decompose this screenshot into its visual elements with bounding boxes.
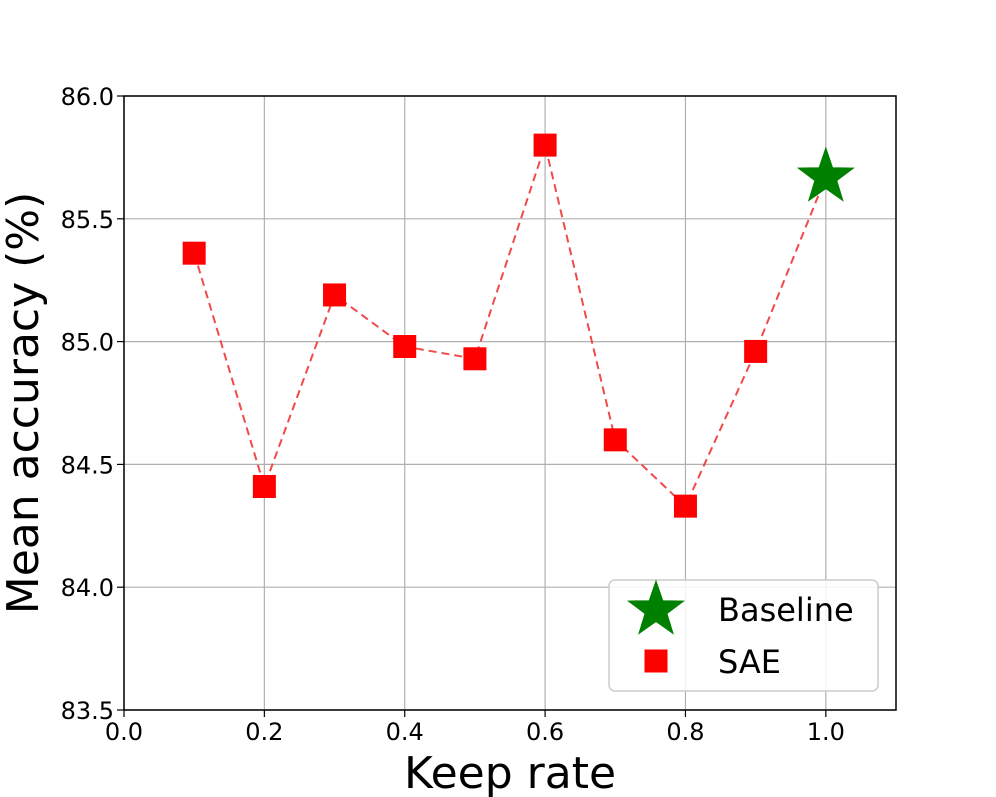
x-tick-label: 1.0 (807, 718, 845, 746)
y-axis-label: Mean accuracy (%) (0, 192, 49, 615)
sae-point (673, 494, 697, 518)
plot-area-frame (123, 95, 897, 711)
sae-point (603, 428, 627, 452)
legend-box (608, 579, 879, 692)
data-markers (182, 133, 855, 518)
sae-point (252, 475, 276, 499)
sae-point (463, 347, 487, 371)
legend-label-baseline: Baseline (718, 591, 854, 629)
y-tick-label: 84.0 (61, 574, 114, 602)
legend-square-marker (644, 649, 668, 673)
axis-ticks: 0.0 0.2 0.4 0.6 0.8 1.0 83.5 84.0 84.5 85.0 85.5 86… (61, 83, 845, 746)
legend-label-sae: SAE (718, 643, 781, 681)
legend-marker-sae (644, 649, 668, 673)
y-tick-label: 85.5 (61, 206, 114, 234)
x-tick-label: 0.8 (666, 718, 704, 746)
y-tick-label: 85.0 (61, 329, 114, 357)
legend-star-marker (626, 579, 686, 635)
baseline-point (796, 146, 855, 202)
y-tick-label: 86.0 (61, 83, 114, 111)
x-tick-label: 0.4 (386, 718, 424, 746)
sae-point (393, 335, 417, 359)
series-line (193, 141, 827, 508)
sae-point (182, 241, 206, 265)
sae-point (744, 339, 768, 363)
x-axis-label: Keep rate (404, 748, 616, 797)
y-tick-label: 83.5 (61, 697, 114, 725)
x-tick-label: 0.0 (105, 718, 143, 746)
y-tick-label: 84.5 (61, 451, 114, 479)
sae-point (323, 283, 347, 307)
sae-point (533, 133, 557, 157)
grid (123, 95, 896, 711)
x-tick-label: 0.6 (526, 718, 564, 746)
connecting-line (193, 141, 827, 508)
legend: Baseline SAE (608, 579, 879, 692)
legend-marker-baseline (626, 579, 686, 635)
x-tick-label: 0.2 (245, 718, 283, 746)
